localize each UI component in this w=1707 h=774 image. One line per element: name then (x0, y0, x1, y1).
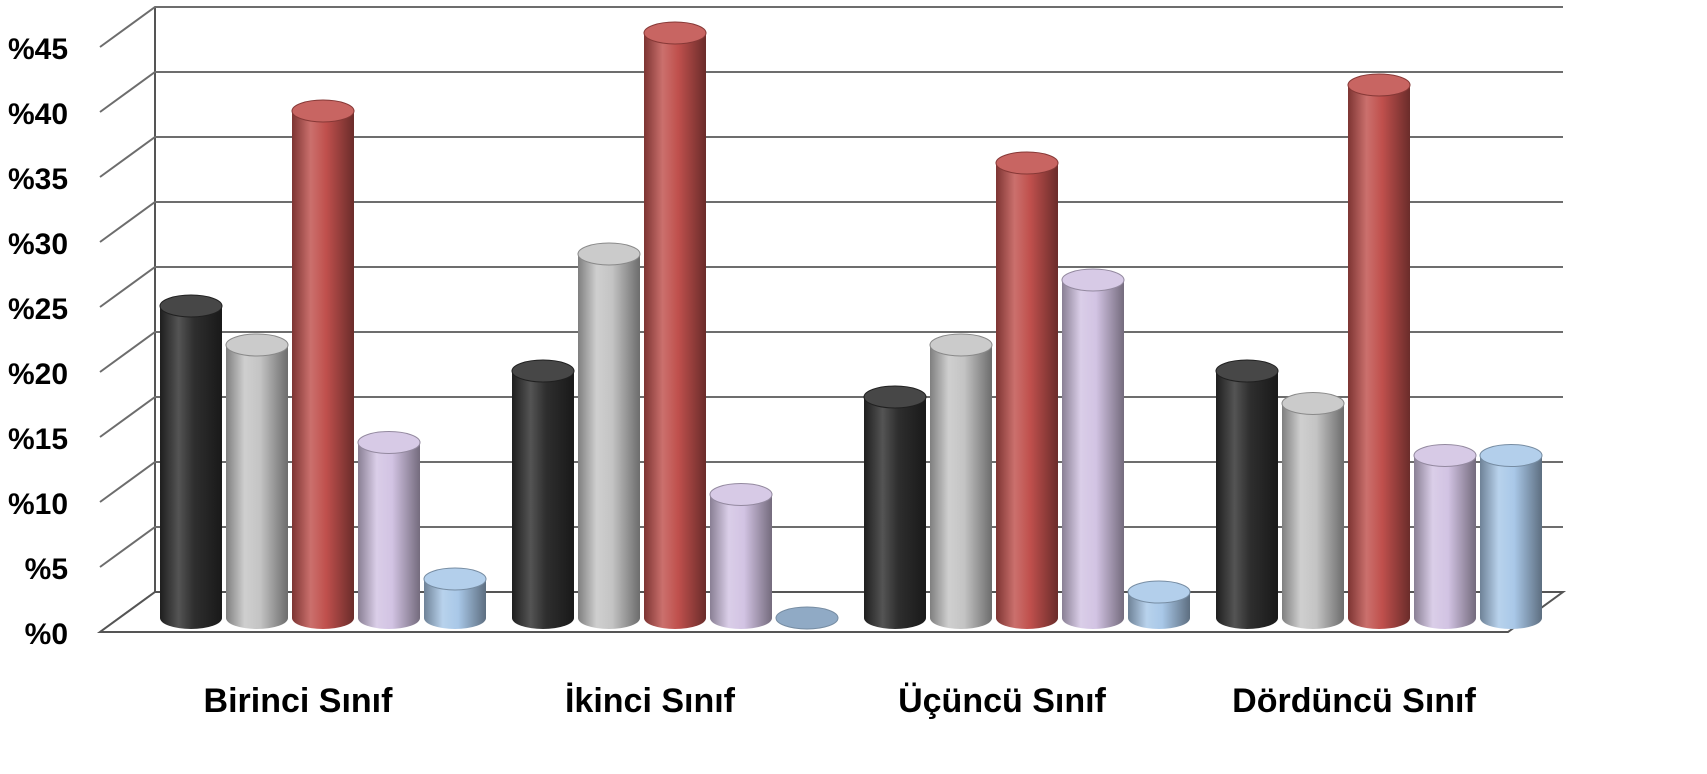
bar (1061, 268, 1125, 629)
bar-body (512, 371, 574, 629)
y-tick-label: %30 (8, 228, 68, 261)
bar (291, 99, 355, 629)
side-wall-edge (99, 7, 156, 633)
bar-top (1127, 580, 1191, 604)
bar (357, 431, 421, 629)
bar-top (511, 359, 575, 383)
x-category-label: Dördüncü Sınıf (1232, 682, 1476, 720)
bar-body (1480, 455, 1542, 629)
bar-body (292, 111, 354, 629)
bar-body (864, 397, 926, 629)
x-category-label: Üçüncü Sınıf (898, 682, 1106, 720)
bar-body (1062, 280, 1124, 629)
bar-body (930, 345, 992, 629)
bar-top (1413, 444, 1477, 467)
y-tick-label: %35 (8, 163, 68, 196)
bar-top (357, 431, 421, 454)
bar (577, 242, 641, 629)
gridline (99, 201, 1563, 243)
bar (225, 333, 289, 629)
x-axis-categories: Birinci Sınıf İkinci Sınıf Üçüncü Sınıf Dör… (204, 682, 1477, 720)
bar-top (1281, 392, 1345, 415)
bar-top (577, 242, 641, 266)
bars (159, 21, 1543, 630)
bar (1347, 73, 1411, 629)
bar (1281, 392, 1345, 629)
y-tick-label: %40 (8, 98, 68, 131)
gridline (99, 136, 1563, 178)
bar-body (424, 579, 486, 629)
y-tick-label: %45 (8, 33, 68, 66)
bar (929, 333, 993, 629)
bar-top (863, 385, 927, 409)
bar-top (775, 606, 839, 630)
bar-top (1061, 268, 1125, 292)
bar (1215, 359, 1279, 629)
bar-top (1479, 444, 1543, 467)
bar (775, 606, 839, 630)
bar (1127, 580, 1191, 629)
bar-top (225, 333, 289, 357)
y-axis-ticks: %0 %5 %10 %15 %20 %25 %30 %35 %40 %45 (8, 33, 68, 651)
bar (423, 567, 487, 629)
x-category-label: İkinci Sınıf (565, 682, 736, 720)
bar (511, 359, 575, 629)
bar-body (1282, 403, 1344, 629)
bar-body (996, 163, 1058, 629)
bar-top (995, 151, 1059, 175)
bar (709, 483, 773, 629)
bar-body (1216, 371, 1278, 629)
bar (1413, 444, 1477, 629)
y-tick-label: %0 (25, 618, 68, 651)
bar-body (358, 442, 420, 629)
bar-top (1215, 359, 1279, 383)
bar (159, 294, 223, 629)
bar (643, 21, 707, 629)
y-tick-label: %10 (8, 488, 68, 521)
bar-top (291, 99, 355, 123)
y-tick-label: %15 (8, 423, 68, 456)
bar-top (643, 21, 707, 45)
bar (995, 151, 1059, 629)
x-category-label: Birinci Sınıf (204, 682, 394, 720)
bar-top (1347, 73, 1411, 97)
bar-body (1348, 85, 1410, 629)
y-tick-label: %20 (8, 358, 68, 391)
bar-top (929, 333, 993, 357)
bar-body (644, 33, 706, 629)
bar-body (1414, 455, 1476, 629)
bar-top (159, 294, 223, 318)
bar-body (226, 345, 288, 629)
bar-top (709, 483, 773, 506)
gridline (99, 71, 1563, 113)
gridline (99, 266, 1563, 308)
bar (863, 385, 927, 629)
bar-body (578, 254, 640, 629)
y-tick-label: %25 (8, 293, 68, 326)
bar (1479, 444, 1543, 629)
y-tick-label: %5 (25, 553, 68, 586)
bar-body (160, 306, 222, 629)
gridline (99, 6, 1563, 48)
bar-top (423, 567, 487, 591)
bar-body (710, 494, 772, 629)
